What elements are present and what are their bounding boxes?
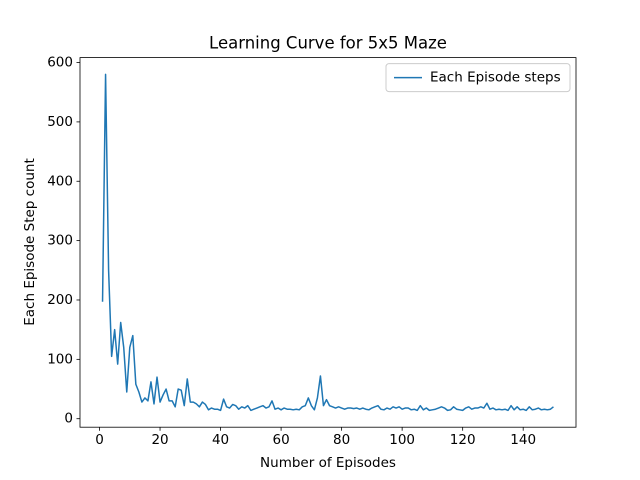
- y-tick-label: 200: [47, 292, 73, 308]
- y-axis-label: Each Episode Step count: [22, 158, 38, 326]
- axes-frame: [79, 57, 577, 428]
- data-line: [101, 73, 554, 412]
- y-tick-label: 400: [47, 173, 73, 189]
- x-tick-label: 20: [151, 432, 168, 448]
- x-tick-label: 60: [272, 432, 289, 448]
- x-tick-label: 0: [95, 432, 104, 448]
- chart-title: Learning Curve for 5x5 Maze: [209, 34, 447, 53]
- x-tick-label: 100: [389, 432, 415, 448]
- x-tick-label: 120: [450, 432, 476, 448]
- legend-box: [385, 63, 571, 93]
- x-tick-label: 40: [212, 432, 229, 448]
- x-tick-label: 80: [333, 432, 350, 448]
- legend-label: Each Episode steps: [430, 70, 561, 86]
- y-tick-label: 500: [47, 114, 73, 130]
- y-tick-label: 300: [47, 233, 73, 249]
- y-tick-label: 100: [47, 351, 73, 367]
- y-tick-label: 600: [47, 55, 73, 71]
- x-tick-label: 140: [510, 432, 536, 448]
- y-tick-label: 0: [64, 411, 73, 427]
- x-axis-label: Number of Episodes: [260, 455, 396, 471]
